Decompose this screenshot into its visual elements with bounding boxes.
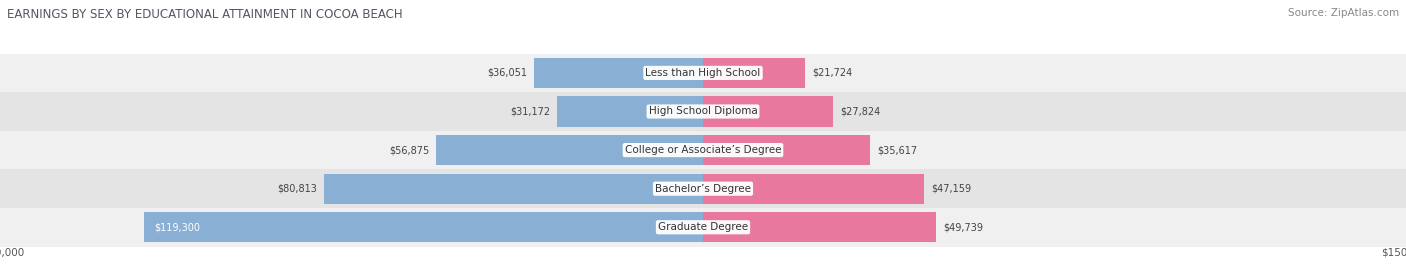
Text: Graduate Degree: Graduate Degree: [658, 222, 748, 232]
Text: $31,172: $31,172: [510, 106, 550, 117]
Bar: [143, 212, 703, 242]
Text: $119,300: $119,300: [155, 222, 201, 232]
Text: Source: ZipAtlas.com: Source: ZipAtlas.com: [1288, 8, 1399, 18]
Bar: [534, 58, 703, 88]
Bar: [325, 174, 703, 204]
Bar: [0, 169, 1406, 208]
Bar: [436, 135, 703, 165]
Text: $80,813: $80,813: [277, 184, 318, 194]
Text: Bachelor’s Degree: Bachelor’s Degree: [655, 184, 751, 194]
Text: Less than High School: Less than High School: [645, 68, 761, 78]
Text: College or Associate’s Degree: College or Associate’s Degree: [624, 145, 782, 155]
Bar: [557, 96, 703, 126]
Bar: [703, 212, 936, 242]
Bar: [703, 58, 804, 88]
Bar: [0, 54, 1406, 92]
Text: High School Diploma: High School Diploma: [648, 106, 758, 117]
Bar: [703, 174, 924, 204]
Bar: [703, 96, 834, 126]
Text: $21,724: $21,724: [811, 68, 852, 78]
Bar: [0, 131, 1406, 169]
Text: $49,739: $49,739: [943, 222, 983, 232]
Text: $36,051: $36,051: [486, 68, 527, 78]
Text: EARNINGS BY SEX BY EDUCATIONAL ATTAINMENT IN COCOA BEACH: EARNINGS BY SEX BY EDUCATIONAL ATTAINMEN…: [7, 8, 402, 21]
Text: $47,159: $47,159: [931, 184, 972, 194]
Bar: [0, 92, 1406, 131]
Text: $35,617: $35,617: [877, 145, 917, 155]
Bar: [0, 208, 1406, 247]
Text: $27,824: $27,824: [841, 106, 880, 117]
Bar: [703, 135, 870, 165]
Text: $56,875: $56,875: [389, 145, 429, 155]
